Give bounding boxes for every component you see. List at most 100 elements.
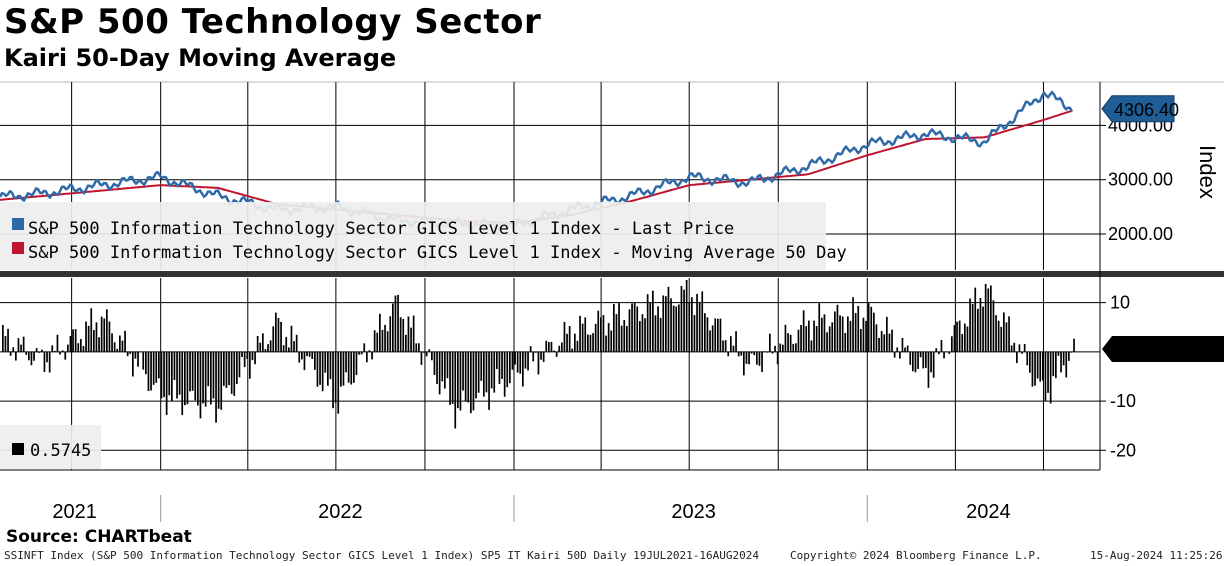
kairi-bar (641, 314, 644, 352)
kairi-bar (657, 306, 659, 352)
kairi-bar (743, 351, 745, 376)
kairi-bar (636, 306, 639, 352)
kairi-bar (623, 319, 626, 352)
kairi-bar (303, 351, 306, 371)
kairi-bar (771, 351, 774, 354)
kairi-bar (737, 351, 740, 357)
kairi-bar (1039, 351, 1042, 382)
kairi-bar (54, 350, 56, 352)
kairi-bar (516, 351, 519, 373)
kairi-bar (363, 343, 366, 352)
kairi-bar (249, 351, 251, 379)
kairi-bar (792, 343, 795, 352)
kairi-bar (280, 321, 282, 352)
kairi-bar (615, 314, 618, 352)
kairi-bar (168, 351, 171, 396)
kairi-bar (132, 351, 134, 377)
kairi-bar (984, 283, 987, 352)
kairi-bar (392, 303, 394, 352)
kairi-bar (680, 285, 683, 352)
kairi-bar (818, 303, 821, 352)
kairi-bar (293, 341, 295, 352)
kairi-bar (834, 311, 836, 352)
kairi-bar (909, 351, 912, 365)
kairi-bar (152, 351, 155, 385)
kairi-bar (277, 318, 280, 352)
kairi-bar (425, 351, 428, 357)
kairi-bar (405, 334, 407, 352)
kairi-bar (1049, 351, 1052, 404)
kairi-bar (22, 336, 25, 352)
kairi-bar (345, 351, 347, 373)
kairi-bar (230, 351, 233, 394)
kairi-bar (100, 316, 103, 352)
kairi-bar (620, 325, 623, 352)
kairi-bar (399, 317, 402, 352)
kairi-bar (4, 336, 7, 352)
kairi-bar (935, 348, 938, 352)
kairi-bar (332, 351, 334, 409)
kairi-bar (628, 309, 631, 352)
kairi-bar (696, 293, 698, 352)
kairi-bar (2, 325, 4, 352)
kairi-bar (308, 351, 311, 357)
kairi-bar (990, 285, 992, 352)
kairi-bar (958, 320, 961, 352)
kairi-bar (33, 351, 35, 361)
kairi-bar (165, 351, 168, 415)
kairi-bar (987, 288, 990, 352)
kairi-bar (678, 304, 680, 352)
kairi-bar (862, 317, 865, 352)
footer-copyright: Copyright© 2024 Bloomberg Finance L.P. (790, 549, 1042, 562)
kairi-bar (472, 351, 475, 411)
kairi-bar (158, 351, 160, 379)
kairi-bar (347, 351, 350, 383)
kairi-bar (483, 351, 485, 397)
kairi-bar (805, 326, 808, 352)
kairi-bar (631, 303, 633, 352)
kairi-bar (906, 345, 909, 352)
kairi-bar (282, 345, 285, 352)
kairi-bar (540, 351, 542, 360)
kairi-bar (649, 302, 652, 352)
kairi-bar (982, 306, 984, 352)
kairi-bar (1018, 344, 1021, 352)
kairi-bar (511, 351, 514, 370)
kairi-bar (436, 351, 438, 385)
kairi-bar (38, 351, 41, 353)
kairi-bar (59, 351, 61, 355)
kairi-bar (849, 320, 852, 352)
kairi-bar (880, 331, 883, 352)
kairi-bar (394, 295, 397, 352)
kairi-bar (72, 329, 74, 352)
kairi-bar (847, 316, 849, 352)
kairi-bar (672, 305, 675, 352)
kairi-bar (813, 320, 815, 352)
kairi-bar (568, 326, 571, 352)
kairi-bar (802, 310, 805, 352)
kairi-bar (301, 351, 303, 360)
kairi-bar (446, 351, 449, 379)
kairi-bar (826, 332, 828, 352)
kairi-bar (254, 351, 256, 365)
kairi-bar (496, 351, 498, 369)
kairi-bar (334, 351, 337, 403)
kairi-bar (717, 318, 719, 352)
kairi-bar (896, 347, 899, 352)
kairi-bar (311, 351, 314, 359)
kairi-bar (431, 351, 433, 361)
kairi-bar (129, 351, 132, 355)
kairi-bar (438, 351, 441, 395)
kairi-bar (992, 300, 995, 352)
kairi-bar (925, 351, 927, 368)
kairi-bar (295, 334, 298, 352)
kairi-bar (610, 330, 613, 352)
kairi-bar (384, 324, 386, 352)
kairi-bar (857, 305, 860, 352)
kairi-bar (139, 351, 142, 352)
kairi-bar (298, 351, 301, 363)
kairi-bar (891, 329, 893, 352)
kairi-bar (821, 317, 823, 352)
kairi-bar (355, 351, 358, 375)
kairi-bar (810, 340, 813, 352)
